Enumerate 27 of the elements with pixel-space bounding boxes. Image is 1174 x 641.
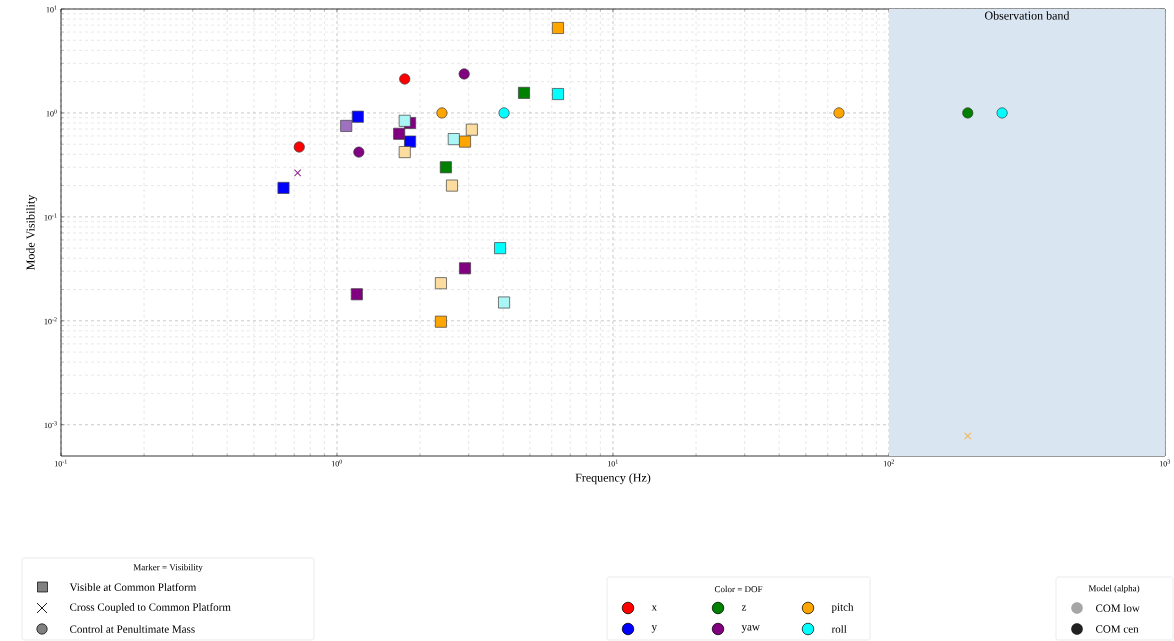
x-tick-label: 10$^{3}$ — [1159, 459, 1170, 467]
legend-label: z — [741, 605, 747, 611]
band-label: Observation band — [984, 11, 1070, 20]
x-tick-label: 10$^{-1}$ — [54, 459, 67, 467]
legend-label: x — [651, 605, 657, 611]
text: Visible at Common Platform — [69, 583, 197, 591]
y-tick-label: 10$^{0}$ — [46, 109, 57, 117]
y-tick-label: 10$^{-3}$ — [44, 421, 57, 429]
x-axis-title: Frequency (Hz) — [575, 473, 651, 485]
x-tick-label: 10$^{2}$ — [883, 459, 894, 467]
legend-label: pitch — [831, 603, 854, 613]
text: Marker = Visibility — [133, 563, 203, 573]
y-tick-label: 10$^{-2}$ — [44, 317, 57, 325]
legend-label: roll — [831, 625, 847, 633]
text: COM low — [1096, 604, 1140, 612]
text: Control at Penultimate Mass — [69, 625, 195, 633]
y-tick-label: 10$^{1}$ — [46, 5, 57, 13]
y-tick-label: 10$^{-1}$ — [44, 213, 57, 221]
legend-label: yaw — [741, 625, 760, 633]
text: Cross Coupled to Common Platform — [69, 602, 231, 614]
legend-label: y — [651, 625, 657, 633]
text: COM cen — [1096, 625, 1139, 633]
legend-title: Color = DOF — [714, 585, 763, 593]
x-tick-label: 10$^{1}$ — [607, 459, 618, 467]
x-tick-label: 10$^{0}$ — [331, 459, 343, 467]
text: Model (alpha) — [1088, 584, 1140, 594]
y-axis-title: Mode Visibility — [26, 194, 38, 270]
